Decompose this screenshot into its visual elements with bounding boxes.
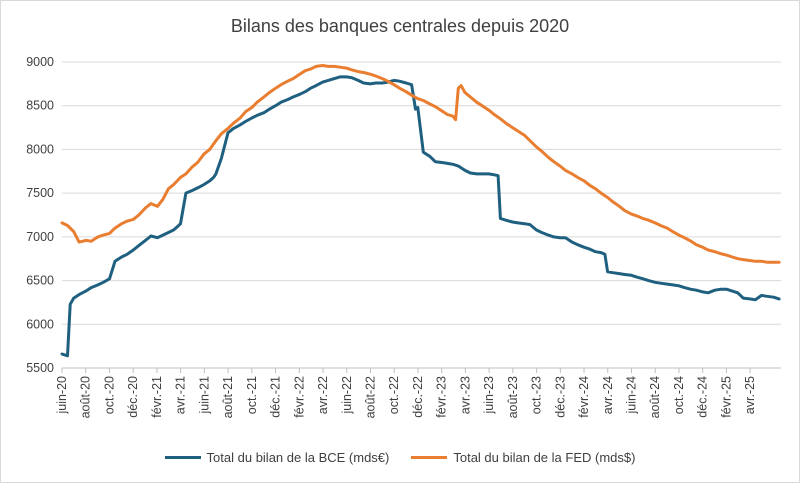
legend-item-bce: Total du bilan de la BCE (mds€)	[164, 450, 390, 465]
series-line-fed	[60, 64, 781, 264]
x-tick-label: févr.-25	[719, 376, 733, 418]
y-tick-label: 8000	[26, 142, 54, 156]
chart-title: Bilans des banques centrales depuis 2020	[230, 16, 570, 36]
legend-swatch-bce	[164, 456, 201, 459]
x-tick-label: oct.-22	[387, 376, 401, 414]
x-tick-label: avr.-25	[743, 376, 757, 414]
legend-item-fed: Total du bilan de la FED (mds$)	[411, 450, 635, 465]
x-tick-label: déc.-21	[269, 376, 283, 418]
y-tick-label: 6500	[26, 274, 54, 288]
x-tick-label: avr.-21	[174, 376, 188, 414]
y-tick-label: 5500	[26, 361, 54, 375]
legend: Total du bilan de la BCE (mds€) Total du…	[0, 450, 800, 465]
x-tick-label: août-22	[363, 376, 377, 418]
x-axis-ticks: juin-20 août-20 oct.-20 déc.-20 févr.-21 avr.…	[55, 368, 757, 418]
x-tick-label: févr.-24	[577, 376, 591, 418]
x-tick-label: févr.-21	[150, 376, 164, 418]
x-tick-label: oct.-21	[245, 376, 259, 414]
x-tick-label: avr.-24	[601, 376, 615, 414]
x-tick-label: août-21	[221, 376, 235, 418]
x-tick-label: août-24	[648, 376, 662, 418]
x-tick-label: avr.-22	[316, 376, 330, 414]
x-tick-label: juin-20	[55, 376, 69, 415]
y-tick-label: 7500	[26, 186, 54, 200]
x-tick-label: oct.-23	[530, 376, 544, 414]
x-tick-label: juin-21	[197, 376, 211, 415]
y-axis-ticks: 5500 6000 6500 7000 7500 8000 8500 9000	[26, 55, 54, 375]
x-tick-label: déc.-22	[411, 376, 425, 418]
y-tick-label: 6000	[26, 317, 54, 331]
x-tick-label: août-20	[79, 376, 93, 418]
gridlines	[62, 61, 781, 369]
x-tick-label: déc.-23	[553, 376, 567, 418]
legend-swatch-fed	[411, 456, 448, 459]
x-tick-label: juin-23	[482, 376, 496, 415]
x-tick-label: août-23	[506, 376, 520, 418]
x-tick-label: juin-22	[340, 376, 354, 415]
x-tick-label: déc.-20	[126, 376, 140, 418]
y-tick-label: 7000	[26, 230, 54, 244]
legend-label-bce: Total du bilan de la BCE (mds€)	[206, 450, 390, 465]
x-tick-label: oct.-24	[672, 376, 686, 414]
series-lines	[60, 64, 781, 358]
x-tick-label: juin-24	[625, 376, 639, 415]
y-tick-label: 9000	[26, 55, 54, 69]
series-line-bce	[60, 75, 781, 358]
legend-label-fed: Total du bilan de la FED (mds$)	[453, 450, 636, 465]
x-tick-label: avr.-23	[458, 376, 472, 414]
x-tick-label: déc.-24	[696, 376, 710, 418]
y-tick-label: 8500	[26, 99, 54, 113]
x-tick-label: févr.-23	[435, 376, 449, 418]
x-tick-label: févr.-22	[292, 376, 306, 418]
x-tick-label: oct.-20	[102, 376, 116, 414]
